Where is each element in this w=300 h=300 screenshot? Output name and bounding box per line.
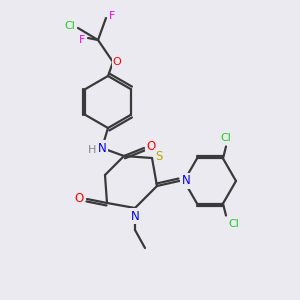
- Text: S: S: [155, 149, 163, 163]
- Text: F: F: [109, 11, 115, 21]
- Text: Cl: Cl: [64, 21, 75, 31]
- Text: N: N: [98, 142, 106, 154]
- Text: O: O: [74, 193, 84, 206]
- Text: O: O: [146, 140, 156, 154]
- Text: N: N: [130, 209, 140, 223]
- Text: Cl: Cl: [220, 134, 231, 143]
- Text: N: N: [182, 175, 190, 188]
- Text: F: F: [79, 35, 85, 45]
- Text: H: H: [88, 145, 96, 155]
- Text: Cl: Cl: [229, 218, 239, 229]
- Text: O: O: [112, 57, 122, 67]
